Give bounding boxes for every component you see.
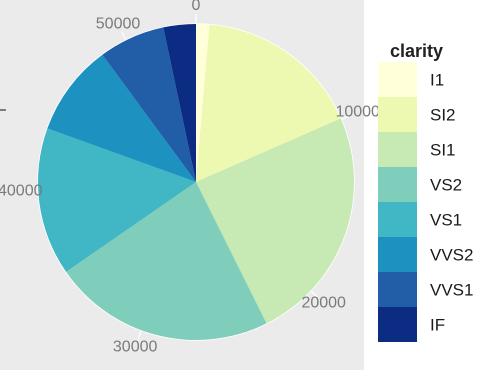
legend-label-if: IF — [430, 316, 445, 335]
pie-slice-if — [163, 24, 196, 182]
pie-slice-si1 — [196, 118, 355, 324]
pie-slice-vvs1 — [102, 27, 196, 182]
legend-key-i1 — [378, 62, 417, 97]
axis-tick-label: 10000 — [335, 104, 380, 121]
legend-label-vs2: VS2 — [430, 176, 462, 195]
legend: clarity I1 SI2 SI1 VS2 VS1 VVS2 VVS1 IF — [378, 41, 473, 342]
axis-tick-mark — [341, 115, 351, 120]
legend-key-si1 — [378, 132, 417, 167]
axis-tick-label: 20000 — [301, 294, 346, 311]
pie-slices — [37, 24, 355, 340]
legend-label-vvs2: VVS2 — [430, 246, 473, 265]
pie-slice-vs1 — [37, 128, 196, 272]
legend-label-vvs1: VVS1 — [430, 281, 473, 300]
legend-key-vs1 — [378, 202, 417, 237]
axis-tick-label: 50000 — [96, 15, 141, 32]
legend-key-vvs1 — [378, 272, 417, 307]
axis-tick-label: 0 — [192, 0, 201, 14]
pie-slice-vs2 — [66, 182, 267, 340]
axis-tick-mark — [137, 330, 142, 340]
legend-key-si2 — [378, 97, 417, 132]
legend-label-si1: SI1 — [430, 141, 456, 160]
axis-tick-mark — [310, 290, 319, 299]
axis-tick-mark — [121, 31, 127, 40]
legend-label-si2: SI2 — [430, 106, 456, 125]
axis-tick-label: 40000 — [0, 183, 43, 200]
pie-slice-i1 — [196, 24, 210, 182]
axis-ticks: 0 10000 20000 30000 40000 50000 — [0, 0, 380, 355]
legend-label-i1: I1 — [430, 71, 444, 90]
legend-key-vs2 — [378, 167, 417, 202]
axis-tick-label: 30000 — [113, 338, 158, 355]
legend-key-if — [378, 307, 417, 342]
pie-slice-vvs2 — [47, 54, 197, 183]
pie-slice-si2 — [196, 24, 341, 182]
legend-label-vs1: VS1 — [430, 211, 462, 230]
legend-title: clarity — [390, 41, 443, 61]
legend-key-vvs2 — [378, 237, 417, 272]
